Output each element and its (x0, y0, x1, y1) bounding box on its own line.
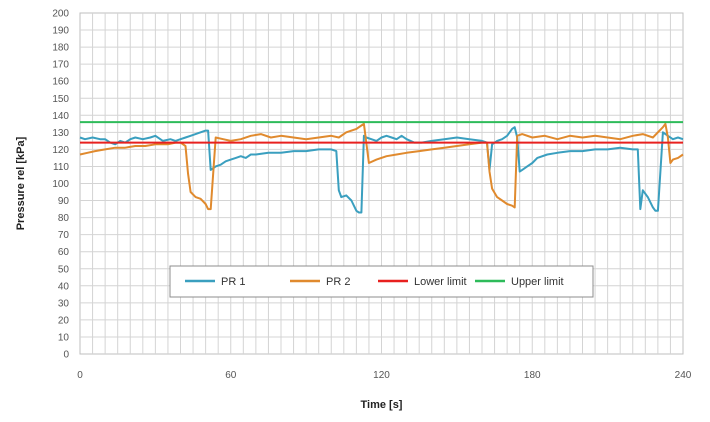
chart-grid (79, 12, 684, 355)
y-tick-label: 160 (52, 77, 69, 88)
y-tick-label: 150 (52, 94, 69, 105)
y-axis-title: Pressure rel [kPa] (15, 136, 27, 230)
y-tick-label: 40 (58, 281, 70, 292)
y-axis-ticks: 0 10 20 30 40 50 60 70 80 90 100 110 120 130 140 150 160… (52, 9, 69, 361)
x-tick-label: 120 (373, 370, 390, 381)
y-tick-label: 190 (52, 26, 69, 37)
y-tick-label: 110 (53, 162, 69, 173)
y-tick-label: 80 (58, 213, 70, 224)
legend-label-pr-2: PR 2 (326, 276, 350, 288)
y-tick-label: 130 (52, 128, 69, 139)
y-tick-label: 140 (52, 111, 69, 122)
x-axis-title: Time [s] (361, 399, 403, 411)
y-tick-label: 170 (52, 60, 69, 71)
y-tick-label: 180 (52, 43, 69, 54)
x-tick-label: 60 (225, 370, 237, 381)
y-tick-label: 70 (58, 230, 70, 241)
x-tick-label: 180 (524, 370, 541, 381)
y-tick-label: 90 (58, 196, 70, 207)
y-tick-label: 200 (52, 9, 69, 20)
x-axis-ticks: 0 60 120 180 240 (77, 370, 692, 381)
y-tick-label: 120 (52, 145, 69, 156)
y-tick-label: 30 (58, 298, 70, 309)
legend-label-lower-limit: Lower limit (414, 276, 467, 288)
y-tick-label: 10 (58, 332, 70, 343)
chart-series (79, 121, 684, 214)
chart-legend: PR 1 PR 2 Lower limit Upper limit (169, 265, 594, 298)
x-tick-label: 0 (77, 370, 83, 381)
y-tick-label: 100 (52, 179, 69, 190)
y-tick-label: 20 (58, 315, 70, 326)
x-tick-label: 240 (675, 370, 692, 381)
legend-label-pr-1: PR 1 (221, 276, 245, 288)
y-tick-label: 50 (58, 264, 70, 275)
series-line-pr-2 (79, 122, 684, 211)
y-tick-label: 60 (58, 247, 70, 258)
legend-label-upper-limit: Upper limit (511, 276, 564, 288)
y-tick-label: 0 (63, 350, 69, 361)
